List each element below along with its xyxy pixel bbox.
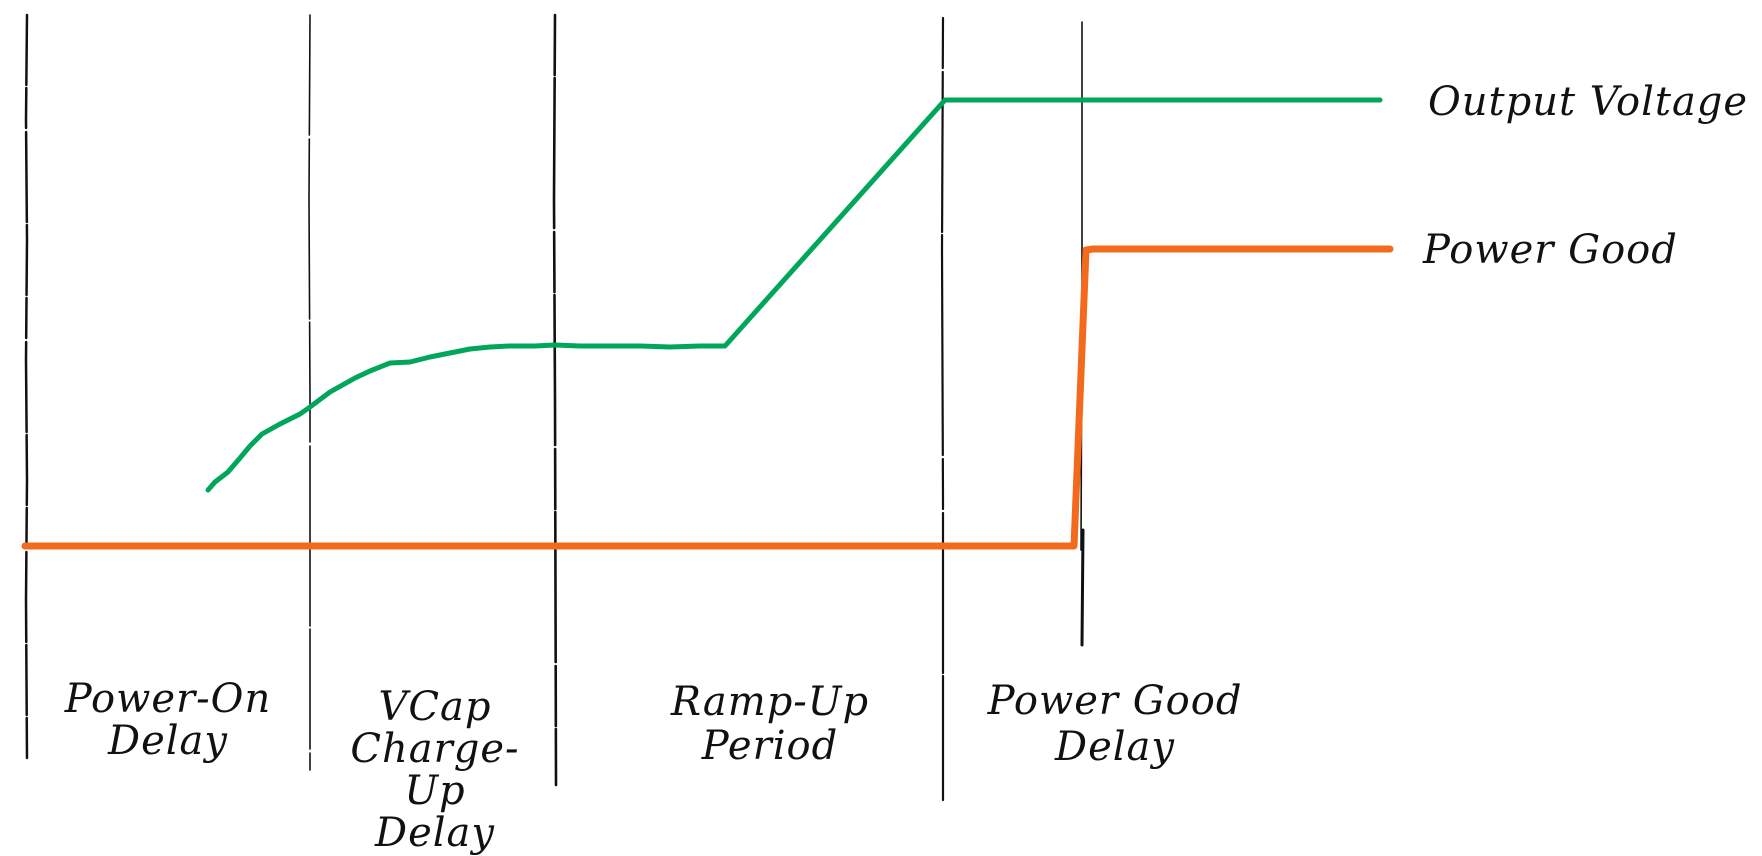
phase-label-line: Ramp-Up xyxy=(670,679,870,725)
phase-label-line: Period xyxy=(701,723,839,769)
output-voltage-label: Output Voltage xyxy=(1428,79,1749,125)
divider-line-0 xyxy=(24,13,29,762)
power-good-trace xyxy=(21,245,1394,550)
divider-line-2 xyxy=(552,13,558,787)
phase-label-power-on-delay: Power-On Delay xyxy=(58,678,278,762)
phase-label-ramp-up-period: Ramp-Up Period xyxy=(660,680,880,768)
phase-label-line: Charge-Up xyxy=(350,726,520,814)
divider-line-1 xyxy=(308,14,311,771)
phase-label-line: Delay xyxy=(375,810,495,856)
divider-line-4-lower xyxy=(1080,528,1085,647)
phase-label-line: Power Good xyxy=(987,678,1243,724)
output-voltage-trace xyxy=(205,97,1383,493)
phase-label-vcap-charge-up-delay: VCap Charge-Up Delay xyxy=(320,686,550,854)
phase-label-line: VCap xyxy=(378,684,492,730)
phase-label-line: Delay xyxy=(1055,724,1175,770)
phase-label-line: Delay xyxy=(108,718,228,764)
divider-line-3 xyxy=(940,16,945,802)
power-good-label: Power Good xyxy=(1423,227,1678,273)
phase-label-power-good-delay: Power Good Delay xyxy=(985,678,1245,770)
phase-label-line: Power-On xyxy=(64,676,272,722)
